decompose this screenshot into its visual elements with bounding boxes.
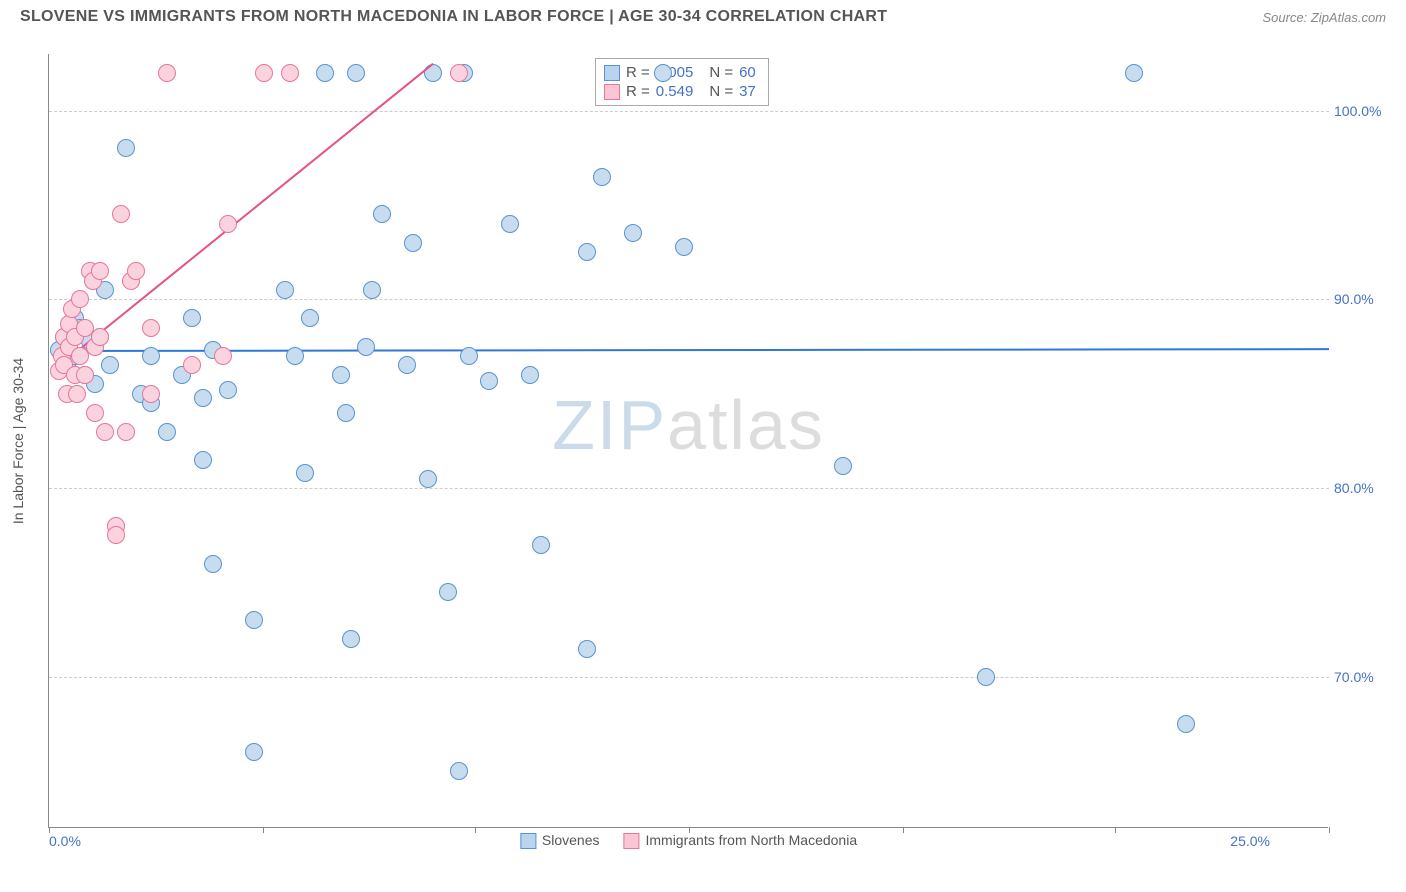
data-point-slovenes xyxy=(521,366,539,384)
data-point-slovenes xyxy=(142,347,160,365)
data-point-immigrants xyxy=(219,215,237,233)
data-point-immigrants xyxy=(91,262,109,280)
data-point-slovenes xyxy=(101,356,119,374)
stats-row-immigrants: R = 0.549N = 37 xyxy=(604,82,756,101)
data-point-slovenes xyxy=(624,224,642,242)
data-point-slovenes xyxy=(357,338,375,356)
data-point-immigrants xyxy=(127,262,145,280)
data-point-slovenes xyxy=(158,423,176,441)
data-point-slovenes xyxy=(501,215,519,233)
data-point-slovenes xyxy=(194,389,212,407)
source-attribution: Source: ZipAtlas.com xyxy=(1262,10,1386,25)
x-tick xyxy=(689,827,690,833)
x-axis-min-label: 0.0% xyxy=(49,833,81,849)
x-tick xyxy=(263,827,264,833)
data-point-slovenes xyxy=(373,205,391,223)
data-point-slovenes xyxy=(404,234,422,252)
gridline-horizontal xyxy=(49,677,1329,678)
data-point-slovenes xyxy=(276,281,294,299)
data-point-slovenes xyxy=(578,640,596,658)
data-point-slovenes xyxy=(578,243,596,261)
data-point-slovenes xyxy=(1177,715,1195,733)
data-point-slovenes xyxy=(460,347,478,365)
x-tick xyxy=(903,827,904,833)
data-point-slovenes xyxy=(316,64,334,82)
legend-item-immigrants: Immigrants from North Macedonia xyxy=(623,832,857,849)
data-point-immigrants xyxy=(281,64,299,82)
data-point-slovenes xyxy=(194,451,212,469)
data-point-immigrants xyxy=(112,205,130,223)
gridline-horizontal xyxy=(49,488,1329,489)
x-axis-max-label: 25.0% xyxy=(1230,833,1270,849)
chart-title: SLOVENE VS IMMIGRANTS FROM NORTH MACEDON… xyxy=(20,8,887,26)
legend: Slovenes Immigrants from North Macedonia xyxy=(520,832,857,849)
data-point-immigrants xyxy=(214,347,232,365)
x-tick xyxy=(475,827,476,833)
data-point-slovenes xyxy=(245,743,263,761)
correlation-stats-box: R = 0.005N = 60R = 0.549N = 37 xyxy=(595,58,769,106)
watermark: ZIPatlas xyxy=(552,385,825,465)
data-point-slovenes xyxy=(439,583,457,601)
data-point-immigrants xyxy=(450,64,468,82)
data-point-slovenes xyxy=(419,470,437,488)
data-point-immigrants xyxy=(96,423,114,441)
data-point-immigrants xyxy=(142,385,160,403)
data-point-immigrants xyxy=(142,319,160,337)
data-point-slovenes xyxy=(204,555,222,573)
data-point-immigrants xyxy=(255,64,273,82)
trend-line-slovenes xyxy=(64,348,1329,352)
data-point-slovenes xyxy=(245,611,263,629)
data-point-slovenes xyxy=(301,309,319,327)
chart-container: ZIPatlas R = 0.005N = 60R = 0.549N = 37 … xyxy=(48,54,1386,828)
data-point-slovenes xyxy=(296,464,314,482)
data-point-slovenes xyxy=(977,668,995,686)
data-point-slovenes xyxy=(117,139,135,157)
data-point-slovenes xyxy=(183,309,201,327)
data-point-immigrants xyxy=(76,366,94,384)
legend-item-slovenes: Slovenes xyxy=(520,832,600,849)
data-point-immigrants xyxy=(68,385,86,403)
data-point-immigrants xyxy=(107,526,125,544)
y-tick-label: 100.0% xyxy=(1334,103,1384,119)
y-tick-label: 90.0% xyxy=(1334,291,1384,307)
data-point-immigrants xyxy=(158,64,176,82)
data-point-slovenes xyxy=(332,366,350,384)
data-point-slovenes xyxy=(450,762,468,780)
gridline-horizontal xyxy=(49,299,1329,300)
data-point-slovenes xyxy=(834,457,852,475)
data-point-slovenes xyxy=(398,356,416,374)
data-point-immigrants xyxy=(86,404,104,422)
data-point-slovenes xyxy=(532,536,550,554)
data-point-slovenes xyxy=(675,238,693,256)
data-point-immigrants xyxy=(183,356,201,374)
x-tick xyxy=(1115,827,1116,833)
y-axis-title: In Labor Force | Age 30-34 xyxy=(10,358,26,524)
data-point-slovenes xyxy=(347,64,365,82)
data-point-immigrants xyxy=(91,328,109,346)
data-point-slovenes xyxy=(363,281,381,299)
data-point-slovenes xyxy=(342,630,360,648)
data-point-slovenes xyxy=(593,168,611,186)
data-point-immigrants xyxy=(117,423,135,441)
gridline-horizontal xyxy=(49,111,1329,112)
data-point-slovenes xyxy=(654,64,672,82)
y-tick-label: 70.0% xyxy=(1334,669,1384,685)
data-point-slovenes xyxy=(480,372,498,390)
x-tick xyxy=(49,827,50,833)
stats-row-slovenes: R = 0.005N = 60 xyxy=(604,63,756,82)
data-point-slovenes xyxy=(219,381,237,399)
data-point-immigrants xyxy=(71,290,89,308)
data-point-slovenes xyxy=(1125,64,1143,82)
y-tick-label: 80.0% xyxy=(1334,480,1384,496)
x-tick xyxy=(1329,827,1330,833)
data-point-slovenes xyxy=(286,347,304,365)
plot-area: ZIPatlas R = 0.005N = 60R = 0.549N = 37 … xyxy=(48,54,1328,828)
data-point-slovenes xyxy=(337,404,355,422)
